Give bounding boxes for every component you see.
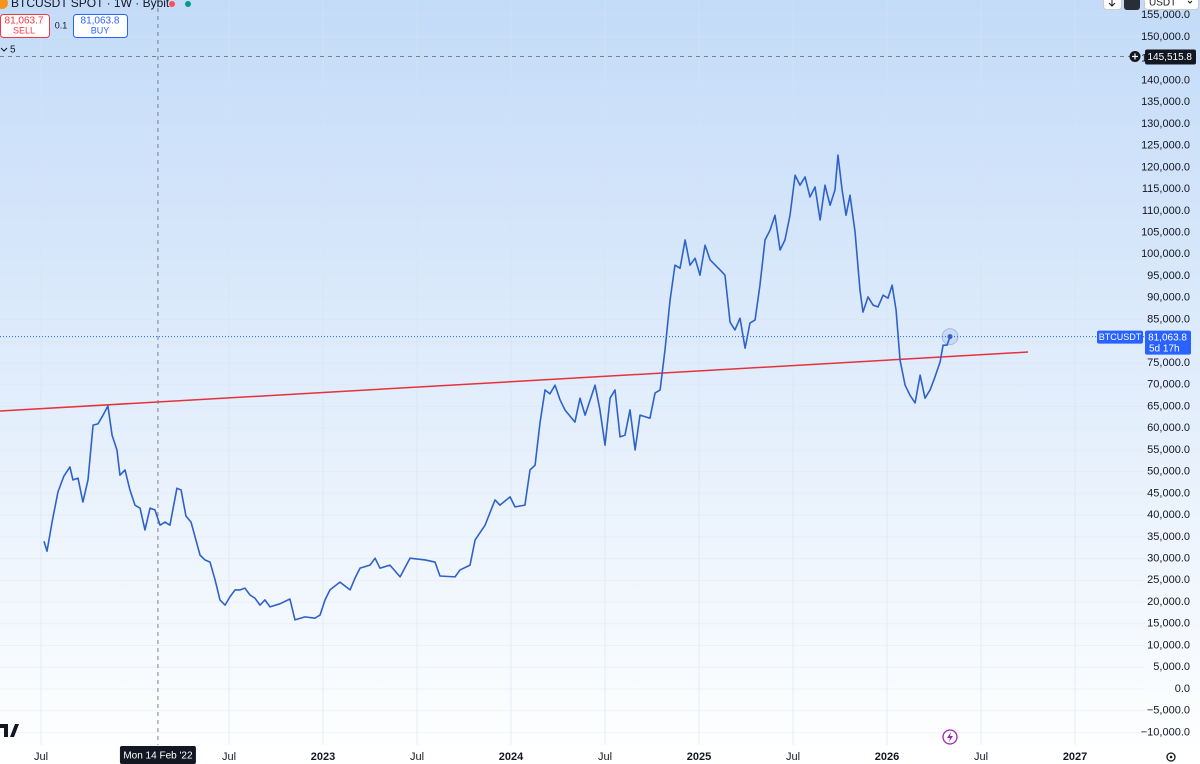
y-tick-label: 60,000.0 (1147, 422, 1190, 434)
y-tick-label: −5,000.0 (1147, 705, 1190, 717)
price-line (43, 154, 951, 621)
last-name: BTCUSDT (1099, 332, 1142, 342)
y-tick-label: 30,000.0 (1147, 553, 1190, 565)
y-tick-label: 85,000.0 (1147, 313, 1190, 325)
y-tick-label: 0.0 (1175, 683, 1190, 695)
crosshair-price-box (1145, 49, 1196, 65)
trendline (0, 351, 1029, 412)
x-tick-label: Jul (598, 751, 612, 763)
y-tick-label: 135,000.0 (1141, 96, 1190, 108)
last-point (947, 334, 953, 340)
x-tick-label: 2024 (499, 751, 524, 763)
currency-button[interactable] (1144, 0, 1199, 10)
buy-label: BUY (91, 25, 110, 35)
buy-button[interactable] (73, 14, 128, 38)
y-tick-label: 140,000.0 (1141, 74, 1190, 86)
time-axis-bg (0, 745, 1200, 764)
spread: 0.1 (55, 20, 68, 30)
countdown: 5d 17h (1149, 343, 1180, 354)
y-tick-label: 125,000.0 (1141, 140, 1190, 152)
settings-icon[interactable] (1166, 752, 1176, 762)
lock-button[interactable] (1124, 0, 1140, 10)
status-dot (185, 1, 191, 7)
y-tick-label: 40,000.0 (1147, 509, 1190, 521)
crosshair-date: Mon 14 Feb '22 (123, 751, 193, 762)
y-tick-label: 25,000.0 (1147, 574, 1190, 586)
currency: USDT (1149, 0, 1176, 9)
buy-price: 81,063.8 (81, 16, 120, 27)
y-tick-label: 90,000.0 (1147, 292, 1190, 304)
x-tick-label: 2025 (687, 751, 711, 763)
y-tick-label: 5,000.0 (1153, 661, 1190, 673)
axes: −10,000.0 −5,000.0 0.0 5,000.0 10,000.0 15,00… (34, 9, 1196, 764)
y-tick-label: 75,000.0 (1147, 357, 1190, 369)
y-tick-label: 155,000.0 (1141, 9, 1190, 21)
sell-button[interactable] (0, 14, 50, 38)
y-tick-label: 105,000.0 (1141, 227, 1190, 239)
y-tick-label: 15,000.0 (1147, 618, 1190, 630)
y-tick-label: 95,000.0 (1147, 270, 1190, 282)
y-tick-label: 150,000.0 (1141, 31, 1190, 43)
y-tick-label: −10,000.0 (1141, 726, 1190, 738)
plot (0, 0, 1145, 745)
y-tick-label: 50,000.0 (1147, 466, 1190, 478)
chevron[interactable] (0, 47, 8, 52)
x-tick-label: 2023 (311, 751, 335, 763)
x-tick-label: Jul (222, 751, 236, 763)
x-tick-label: Jul (34, 751, 48, 763)
status-dot (169, 1, 175, 7)
sell-price: 81,063.7 (5, 16, 44, 27)
logo (0, 724, 19, 737)
coin-icon (0, 0, 8, 9)
y-tick-label: 65,000.0 (1147, 400, 1190, 412)
event-icon[interactable] (942, 729, 958, 745)
y-tick-label: 120,000.0 (1141, 161, 1190, 173)
y-tick-label: 70,000.0 (1147, 379, 1190, 391)
y-tick-label: 130,000.0 (1141, 118, 1190, 130)
y-tick-label: 110,000.0 (1142, 205, 1190, 217)
settings-dot (1169, 755, 1173, 759)
y-tick-label: 115,000.0 (1142, 183, 1190, 195)
y-tick-label: 55,000.0 (1147, 444, 1190, 456)
indicator-count: 5 (10, 45, 16, 56)
x-tick-label: Jul (410, 751, 424, 763)
grid (0, 0, 1145, 745)
x-tick-label: 2027 (1063, 751, 1087, 763)
x-tick-label: Jul (786, 751, 800, 763)
crosshair-date-box (119, 746, 196, 764)
x-tick-label: 2026 (875, 751, 899, 763)
x-tick-label: Jul (974, 751, 988, 763)
y-tick-label: 20,000.0 (1147, 596, 1190, 608)
last-name-box (1097, 330, 1143, 344)
last-price-box (1145, 330, 1191, 355)
chevron (1187, 0, 1193, 4)
event-bolt (947, 732, 953, 742)
arrow-icon (1108, 0, 1116, 7)
y-tick-label: 100,000.0 (1141, 248, 1190, 260)
crosshair-price: 145,515.8 (1148, 52, 1193, 63)
symbol-title: BTCUSDT SPOT · 1W · Bybit (11, 0, 170, 10)
sell-label: SELL (13, 25, 35, 35)
y-tick-label: 10,000.0 (1147, 639, 1190, 651)
y-tick-label: 35,000.0 (1147, 531, 1190, 543)
add-icon-plus (1132, 53, 1138, 60)
last-price: 81,063.8 (1148, 332, 1187, 343)
y-tick-label: 45,000.0 (1147, 487, 1190, 499)
